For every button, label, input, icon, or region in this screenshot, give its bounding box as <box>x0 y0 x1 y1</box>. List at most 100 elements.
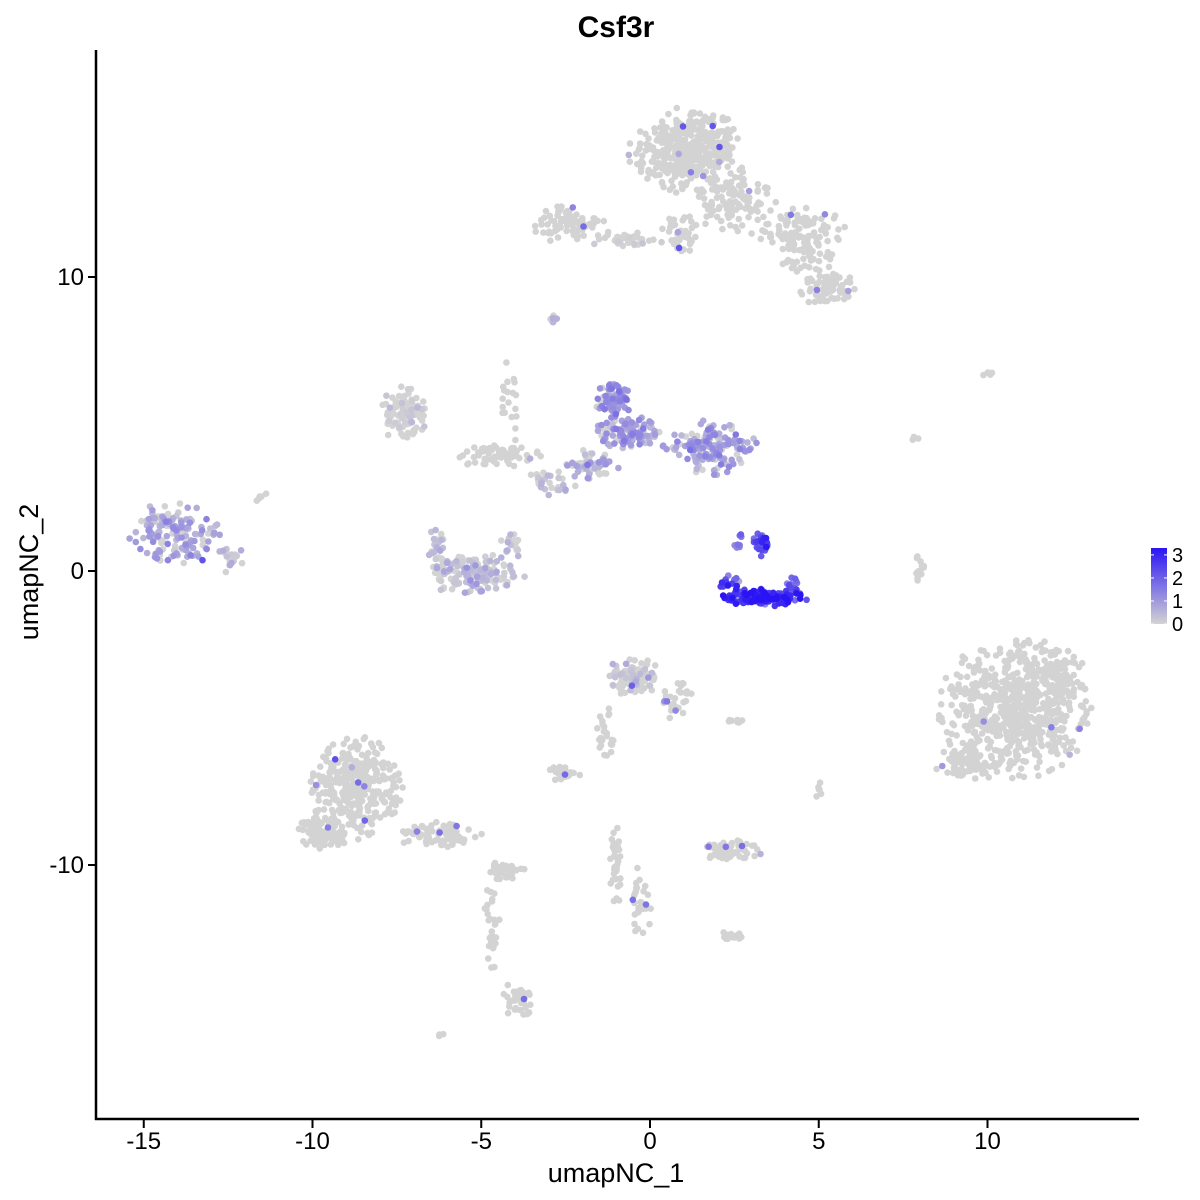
cell-point <box>312 781 320 789</box>
cell-point <box>591 240 598 248</box>
cell-point <box>834 234 841 242</box>
cell-point <box>1065 699 1073 706</box>
cell-point <box>724 211 731 218</box>
cell-point <box>734 716 741 724</box>
cell-point <box>396 777 403 784</box>
cell-point <box>760 213 767 221</box>
cell-point <box>580 223 587 230</box>
cell-point <box>569 204 577 211</box>
cell-point <box>1062 734 1069 741</box>
cell-point <box>755 199 762 206</box>
cell-point <box>709 445 716 452</box>
cell-point <box>1066 706 1074 714</box>
cell-point <box>715 205 722 213</box>
cell-point <box>962 758 970 765</box>
cell-point <box>479 574 486 581</box>
cell-point <box>946 741 954 748</box>
cell-point <box>686 446 694 454</box>
cell-point <box>629 896 637 904</box>
cell-point <box>509 997 516 1004</box>
cell-point <box>307 778 315 785</box>
cell-point <box>728 158 736 165</box>
cell-point <box>615 388 623 395</box>
cell-point <box>1055 663 1063 671</box>
cell-point <box>193 504 200 512</box>
cell-point <box>651 662 659 669</box>
cell-point <box>163 532 171 540</box>
cell-point <box>1054 692 1062 699</box>
cell-point <box>616 881 624 888</box>
cell-point <box>942 674 950 682</box>
cell-point <box>1017 743 1024 751</box>
cell-point <box>635 416 643 424</box>
cell-point <box>598 421 605 429</box>
cell-point <box>675 244 683 252</box>
cell-point <box>510 462 518 470</box>
cell-point <box>623 396 630 403</box>
cell-point <box>815 786 823 793</box>
cell-point <box>369 814 377 822</box>
cell-point <box>164 540 171 548</box>
cell-point <box>746 446 753 454</box>
cell-point <box>408 397 416 405</box>
cell-point <box>392 783 400 791</box>
cell-point <box>205 538 212 545</box>
cell-point <box>564 462 571 469</box>
cell-point <box>692 141 700 148</box>
cell-point <box>989 682 997 690</box>
cell-point <box>324 824 332 831</box>
cell-point <box>315 797 322 804</box>
cell-point <box>450 578 458 586</box>
legend-tick-label: 2 <box>1172 568 1183 590</box>
cell-point <box>507 531 514 538</box>
cell-point <box>706 152 714 159</box>
cell-point <box>187 552 194 559</box>
cell-point <box>434 836 441 843</box>
cell-point <box>1032 687 1040 694</box>
cell-point <box>745 187 753 195</box>
cell-point <box>599 437 607 445</box>
cell-point <box>1017 765 1025 772</box>
cell-point <box>705 136 713 144</box>
cell-point <box>972 747 979 755</box>
cell-point <box>779 260 786 268</box>
cell-point <box>1008 672 1016 679</box>
cell-point <box>410 426 418 434</box>
cell-point <box>602 461 609 468</box>
cell-point <box>211 529 218 536</box>
cell-point <box>371 749 379 756</box>
cell-point <box>824 237 831 245</box>
cell-point <box>642 901 650 908</box>
cell-point <box>500 447 507 454</box>
cell-point <box>499 403 507 411</box>
cell-point <box>191 537 198 545</box>
cell-point <box>207 525 214 532</box>
cell-point <box>520 1011 527 1018</box>
cell-point <box>1012 747 1020 755</box>
cell-point <box>971 775 979 782</box>
cell-point <box>544 472 552 479</box>
cell-point <box>596 713 604 720</box>
cell-point <box>637 168 645 176</box>
cell-point <box>643 140 650 148</box>
cell-point <box>319 777 327 785</box>
cell-point <box>682 233 689 241</box>
cell-point <box>666 215 673 223</box>
cell-point <box>982 769 989 776</box>
cell-point <box>764 184 771 192</box>
cell-point <box>512 436 519 444</box>
cell-point <box>950 759 957 766</box>
cell-point <box>1056 734 1064 742</box>
cell-point <box>830 215 838 222</box>
cell-point <box>739 168 746 176</box>
cell-point <box>687 117 694 124</box>
cell-point <box>702 117 710 124</box>
cell-point <box>997 753 1005 760</box>
cell-point <box>991 713 999 720</box>
x-tick-label: -15 <box>126 1128 161 1155</box>
cell-point <box>957 673 964 681</box>
cell-point <box>679 123 687 130</box>
cell-point <box>734 135 741 142</box>
cell-point <box>440 568 448 575</box>
cell-point <box>787 234 795 242</box>
